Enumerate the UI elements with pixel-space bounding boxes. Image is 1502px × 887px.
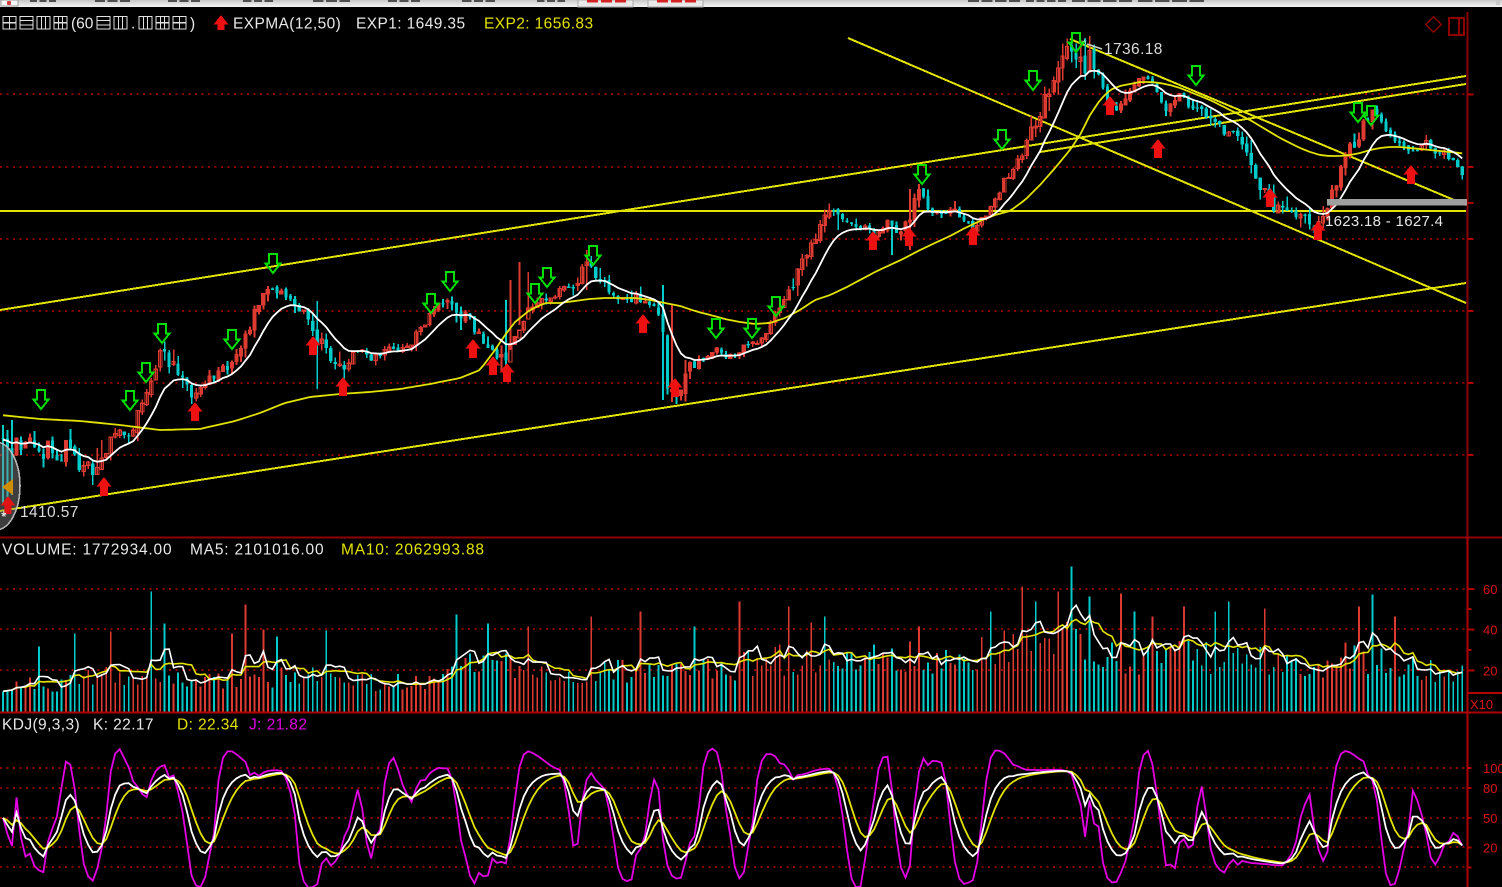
svg-text:20: 20 bbox=[1483, 664, 1497, 679]
svg-text:*: * bbox=[1082, 37, 1087, 51]
svg-text:KDJ(9,3,3): KDJ(9,3,3) bbox=[2, 717, 80, 734]
svg-text:40: 40 bbox=[1483, 623, 1497, 638]
svg-text:.: . bbox=[131, 16, 135, 33]
svg-text:MA5: 2101016.00: MA5: 2101016.00 bbox=[190, 542, 324, 559]
svg-text:*: * bbox=[1, 508, 7, 524]
svg-text:K: 22.17: K: 22.17 bbox=[93, 717, 154, 734]
svg-text:100: 100 bbox=[1483, 761, 1502, 776]
svg-text:(60: (60 bbox=[71, 16, 94, 33]
svg-text:MA10: 2062993.88: MA10: 2062993.88 bbox=[341, 542, 485, 559]
svg-text:EXPMA(12,50): EXPMA(12,50) bbox=[233, 16, 341, 33]
svg-text:60: 60 bbox=[1483, 582, 1497, 597]
svg-text:50: 50 bbox=[1483, 811, 1497, 826]
svg-text:X10: X10 bbox=[1470, 697, 1493, 712]
svg-text:20: 20 bbox=[1483, 841, 1497, 856]
svg-text:1410.57: 1410.57 bbox=[20, 504, 79, 521]
svg-text:1623.18 - 1627.4: 1623.18 - 1627.4 bbox=[1325, 213, 1443, 230]
svg-text:D: 22.34: D: 22.34 bbox=[177, 717, 239, 734]
svg-text:J: 21.82: J: 21.82 bbox=[249, 717, 307, 734]
svg-text:VOLUME: 1772934.00: VOLUME: 1772934.00 bbox=[2, 542, 172, 559]
svg-text:EXP1: 1649.35: EXP1: 1649.35 bbox=[356, 16, 465, 33]
svg-text:): ) bbox=[190, 16, 195, 33]
svg-text:*: * bbox=[2, 510, 7, 524]
svg-text:80: 80 bbox=[1483, 781, 1497, 796]
svg-text:EXP2: 1656.83: EXP2: 1656.83 bbox=[484, 16, 593, 33]
svg-text:1736.18: 1736.18 bbox=[1104, 41, 1163, 58]
